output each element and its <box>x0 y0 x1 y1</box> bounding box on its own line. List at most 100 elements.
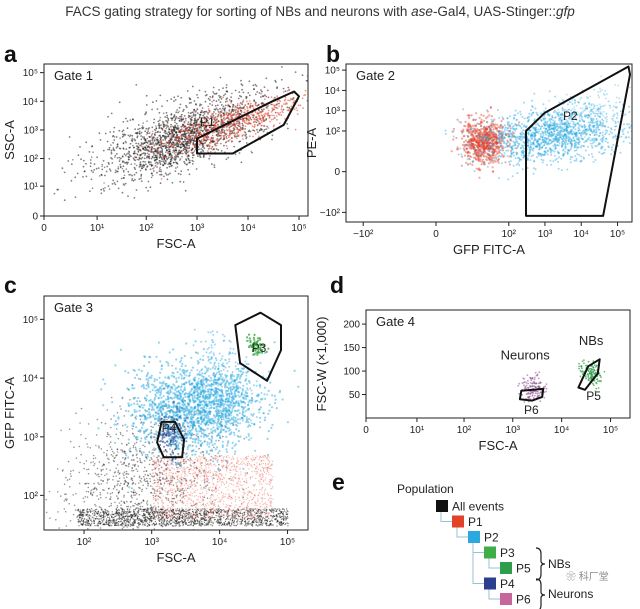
event-dot <box>207 138 210 141</box>
event-dot <box>469 158 471 161</box>
event-dot <box>597 94 600 97</box>
event-dot <box>569 132 572 135</box>
event-dot <box>606 115 608 118</box>
event-dot <box>116 518 118 521</box>
event-dot <box>270 510 272 512</box>
event-dot <box>603 94 606 97</box>
event-dot <box>198 154 201 157</box>
event-dot <box>492 138 495 141</box>
event-dot <box>134 152 137 155</box>
event-dot <box>168 140 171 143</box>
event-dot <box>538 138 541 141</box>
event-dot <box>474 118 477 121</box>
event-dot <box>127 152 129 155</box>
event-dot <box>564 118 567 121</box>
event-dot <box>215 130 218 132</box>
gate-p2-label: P2 <box>563 109 578 123</box>
event-dot <box>187 168 190 171</box>
event-dot <box>477 154 480 158</box>
event-dot <box>174 117 177 120</box>
event-dot <box>246 109 249 112</box>
event-dot <box>601 137 604 140</box>
event-dot <box>578 132 581 135</box>
event-dot <box>257 120 260 123</box>
event-dot <box>584 105 587 107</box>
event-dot <box>478 132 481 135</box>
event-dot <box>187 157 190 160</box>
event-dot <box>478 137 481 140</box>
event-dot <box>189 127 192 130</box>
event-dot <box>574 123 577 126</box>
event-dot <box>584 115 586 118</box>
event-dot <box>514 114 517 117</box>
event-dot <box>541 130 544 133</box>
event-dot <box>487 147 490 150</box>
event-dot <box>530 114 533 117</box>
event-dot <box>534 128 537 131</box>
event-dot <box>130 139 133 141</box>
event-dot <box>180 150 183 152</box>
event-dot <box>565 126 568 129</box>
event-dot <box>577 129 580 132</box>
event-dot <box>530 143 533 146</box>
event-dot <box>217 120 219 123</box>
event-dot <box>517 112 519 115</box>
event-dot <box>519 133 522 136</box>
event-dot <box>500 134 503 137</box>
event-dot <box>464 139 468 142</box>
event-dot <box>561 122 564 125</box>
event-dot <box>159 520 161 522</box>
event-dot <box>563 123 566 126</box>
event-dot <box>474 132 477 135</box>
event-dot <box>145 127 148 130</box>
event-dot <box>566 135 569 138</box>
event-dot <box>274 79 277 82</box>
event-dot <box>525 125 528 128</box>
event-dot <box>131 178 134 180</box>
event-dot <box>245 97 248 100</box>
event-dot <box>99 175 101 177</box>
event-dot <box>590 119 593 122</box>
event-dot <box>580 159 583 162</box>
event-dot <box>549 134 552 137</box>
event-dot <box>154 165 157 167</box>
event-dot <box>543 136 546 139</box>
event-dot <box>486 141 489 145</box>
event-dot <box>593 124 596 127</box>
event-dot <box>564 147 567 150</box>
event-dot <box>226 510 228 512</box>
event-dot <box>553 122 556 125</box>
event-dot <box>271 524 273 526</box>
event-dot <box>544 117 547 120</box>
event-dot <box>172 161 175 164</box>
event-dot <box>588 127 591 130</box>
event-dot <box>554 137 557 140</box>
event-dot <box>477 137 480 140</box>
event-dot <box>168 165 171 168</box>
event-dot <box>534 126 537 129</box>
event-dot <box>489 147 492 150</box>
event-dot <box>118 156 121 159</box>
event-dot <box>542 140 545 143</box>
event-dot <box>565 127 568 130</box>
event-dot <box>175 520 177 522</box>
event-dot <box>578 153 581 156</box>
event-dot <box>525 126 528 129</box>
event-dot <box>591 137 594 140</box>
event-dot <box>522 136 525 138</box>
event-dot <box>231 92 233 95</box>
event-dot <box>523 124 526 127</box>
event-dot <box>158 156 161 159</box>
event-dot <box>538 144 541 147</box>
event-dot <box>240 118 243 121</box>
event-dot <box>600 147 603 150</box>
event-dot <box>621 130 624 133</box>
event-dot <box>538 146 541 148</box>
event-dot <box>263 115 266 118</box>
event-dot <box>563 134 566 137</box>
event-dot <box>558 118 561 121</box>
event-dot <box>224 104 227 107</box>
event-dot <box>551 116 554 119</box>
event-dot <box>479 138 482 141</box>
event-dot <box>466 114 469 117</box>
